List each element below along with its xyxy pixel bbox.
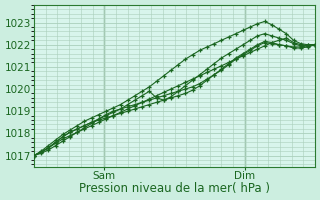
- X-axis label: Pression niveau de la mer( hPa ): Pression niveau de la mer( hPa ): [79, 182, 270, 195]
